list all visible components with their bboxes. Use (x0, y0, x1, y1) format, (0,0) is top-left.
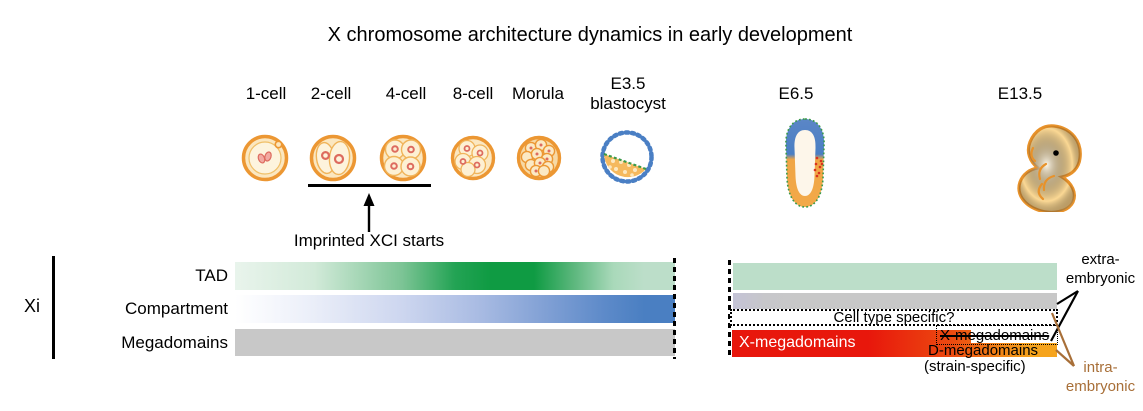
x-megadomains-lost-patch (971, 327, 1058, 343)
x-megadomains-struck-label: X-megadomains (940, 327, 1050, 344)
cell-type-specific-box: Cell type specific? (730, 309, 1058, 326)
xi-bracket-line (52, 256, 55, 359)
extra-embryonic-line1: extra- (1081, 251, 1120, 268)
intra-embryonic-label: intra- embryonic (1058, 358, 1143, 396)
extra-embryonic-label: extra- embryonic (1058, 250, 1143, 288)
stage-label-2-cell: 2-cell (310, 84, 352, 103)
tad-bar-left (235, 262, 675, 290)
compartment-bar-left (235, 295, 675, 323)
cell-type-specific-label: Cell type specific? (833, 309, 955, 326)
e65-embryo-icon (778, 116, 832, 210)
stage-label-8-cell: 8-cell (452, 84, 494, 103)
strain-specific-label: (strain-specific) (924, 358, 1026, 375)
dashed-cut-line-right (728, 260, 731, 359)
stage-label-e65: E6.5 (778, 84, 814, 103)
stage-label-e135: E13.5 (997, 84, 1043, 103)
four-cell-embryo-icon (379, 134, 427, 182)
row-label-compartment: Compartment (125, 299, 228, 318)
megadomains-bar-right: X-megadomains X-megadomains D-megadomain… (732, 325, 1058, 359)
imprinted-xci-underline (308, 184, 431, 187)
intra-embryonic-line2: embryonic (1065, 378, 1136, 395)
one-cell-embryo-icon (241, 134, 289, 182)
stage-label-morula: Morula (512, 84, 564, 103)
morula-embryo-icon (516, 135, 562, 181)
up-arrow-icon (361, 192, 377, 234)
row-label-tad: TAD (195, 266, 228, 285)
stage-label-4-cell: 4-cell (385, 84, 427, 103)
stage-label-e35-line1: E3.5 (610, 74, 646, 93)
eight-cell-embryo-icon (450, 135, 496, 181)
imprinted-xci-label: Imprinted XCI starts (293, 231, 445, 250)
dashed-cut-line-left (673, 258, 676, 359)
extra-embryonic-line2: embryonic (1065, 270, 1136, 287)
e135-embryo-icon (1000, 118, 1090, 212)
x-megadomains-label: X-megadomains (739, 334, 856, 351)
two-cell-embryo-icon (309, 134, 357, 182)
stage-label-e35-blastocyst: E3.5 blastocyst (590, 74, 666, 114)
row-label-megadomains: Megadomains (121, 333, 228, 352)
blastocyst-embryo-icon (599, 129, 655, 185)
megadomains-bar-left (235, 329, 675, 356)
figure-title: X chromosome architecture dynamics in ea… (327, 24, 853, 46)
stage-label-e35-line2: blastocyst (590, 94, 666, 113)
xi-label: Xi (24, 296, 41, 316)
intra-embryonic-line1: intra- (1083, 359, 1118, 376)
stage-label-1-cell: 1-cell (245, 84, 287, 103)
d-megadomains-label: D-megadomains (928, 342, 1039, 359)
tad-bar-right (733, 263, 1057, 290)
